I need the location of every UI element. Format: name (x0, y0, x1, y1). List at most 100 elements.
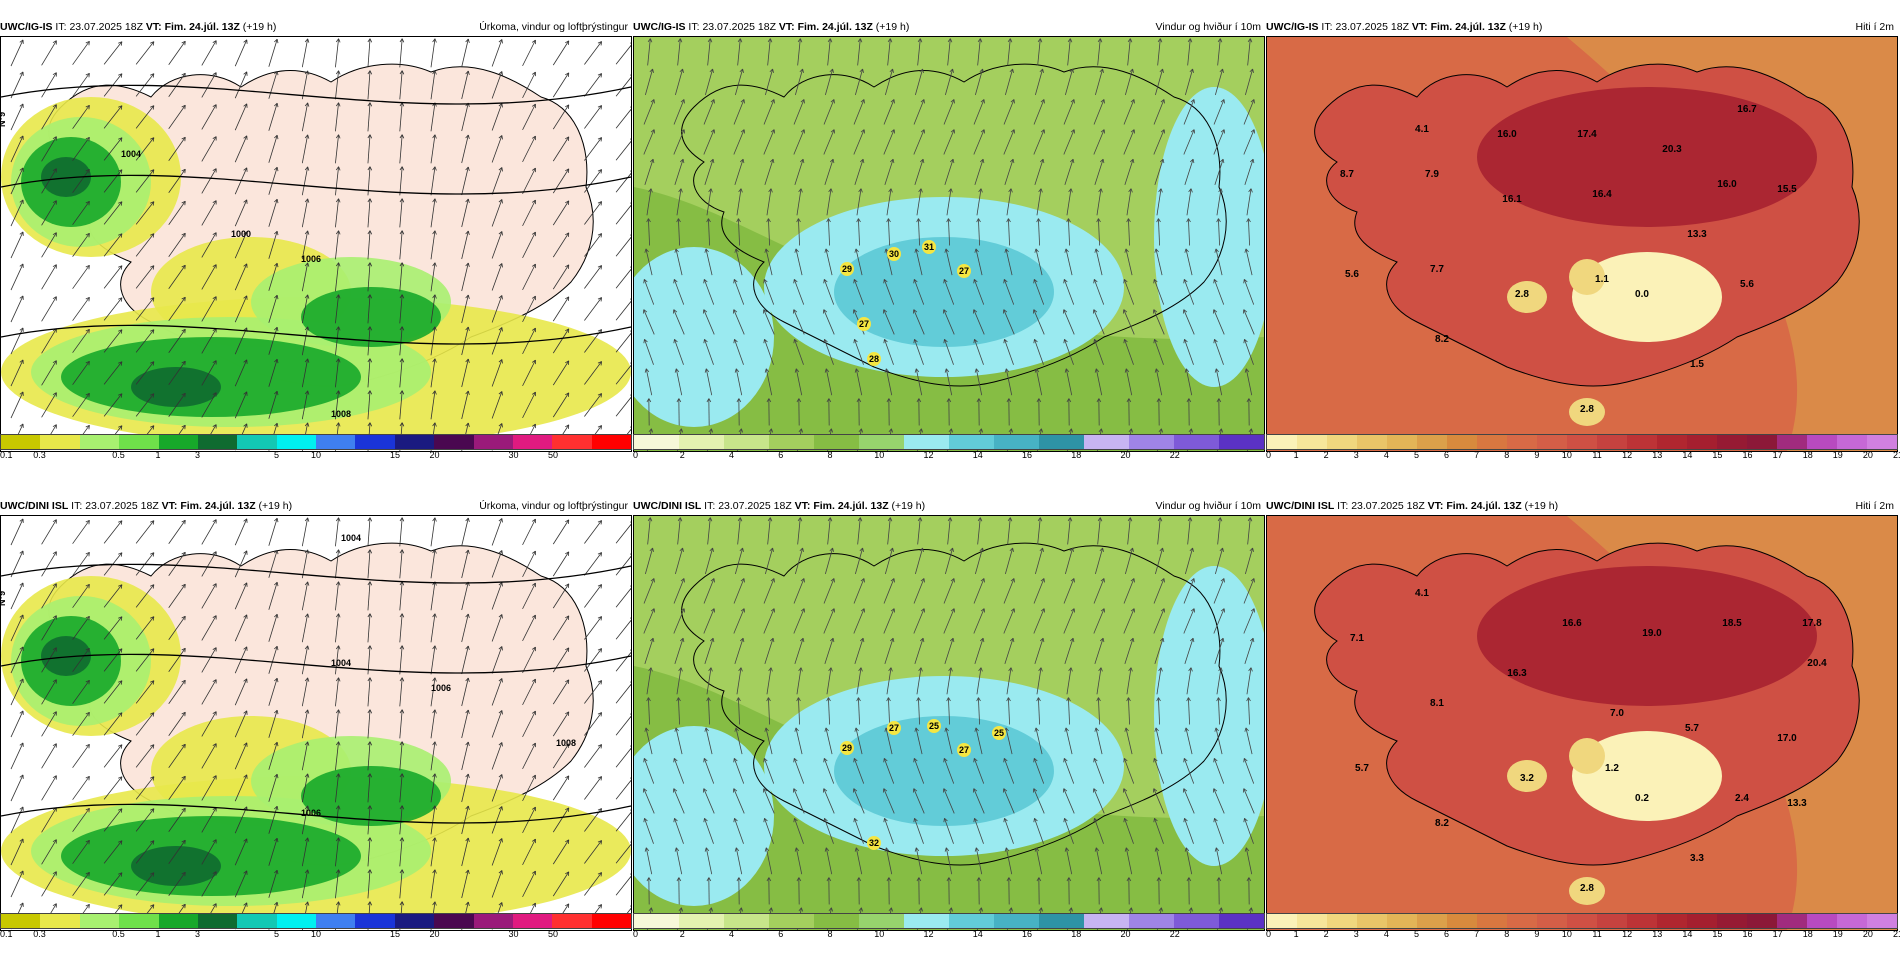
lead-time: (+19 h) (1509, 21, 1543, 33)
temp-value: 2.8 (1515, 289, 1529, 300)
valid-time: Fim. 24.júl. 13Z (1431, 21, 1506, 33)
colorbar-tick: 12 (1622, 450, 1632, 460)
colorbar-cell (1039, 914, 1084, 928)
it-label: IT: (1321, 21, 1332, 33)
colorbar-tick: 6 (1444, 450, 1449, 460)
colorbar-cell (513, 914, 552, 928)
colorbar-cells (1266, 434, 1898, 450)
colorbar-tick: 13 (1652, 450, 1662, 460)
colorbar-tick: 3 (195, 450, 200, 460)
temp-value: 8.2 (1435, 818, 1449, 829)
lead-time: (+19 h) (1525, 500, 1559, 512)
colorbar-tick: 19 (1833, 929, 1843, 939)
temp-value: 17.4 (1577, 129, 1597, 140)
valid-time: Fim. 24.júl. 13Z (165, 21, 240, 33)
colorbar-tick: 21 (1893, 450, 1900, 460)
colorbar-cell (355, 914, 394, 928)
temp-value: 5.6 (1345, 269, 1359, 280)
temp-value: 1.2 (1605, 763, 1619, 774)
colorbar-cell (316, 435, 355, 449)
it-label: IT: (688, 21, 699, 33)
colorbar-cell (1297, 914, 1327, 928)
colorbar-tick: 17 (1773, 929, 1783, 939)
colorbar-cell (1084, 435, 1129, 449)
temp-value: 7.0 (1610, 708, 1624, 719)
colorbar-cell (1084, 914, 1129, 928)
colorbar-tick: 7 (1474, 450, 1479, 460)
it-label: IT: (1337, 500, 1348, 512)
colorbar-tick: 18 (1071, 929, 1081, 939)
colorbar-cell (1687, 435, 1717, 449)
lead-time: (+19 h) (892, 500, 926, 512)
temp-value: 3.2 (1520, 773, 1534, 784)
colorbar-tick: 18 (1803, 450, 1813, 460)
colorbar-tick: 10 (1562, 929, 1572, 939)
colorbar-cell (1357, 435, 1387, 449)
colorbar-cell (949, 914, 994, 928)
gust-value: 29 (842, 743, 852, 753)
panel-title: Hiti í 2m (1855, 18, 1894, 36)
colorbar-tick: 0.5 (112, 450, 125, 460)
temp-value: 2.8 (1580, 883, 1594, 894)
colorbar-tick: 16 (1743, 450, 1753, 460)
temp-value: 7.1 (1350, 633, 1364, 644)
colorbar-tick: 6 (1444, 929, 1449, 939)
colorbar-tick: 10 (874, 450, 884, 460)
temp-value: 13.3 (1687, 229, 1707, 240)
colorbar-cell (1129, 435, 1174, 449)
colorbar-tick: 22 (1170, 929, 1180, 939)
colorbar-ticks: 0123456789101112131415161718192021 (1266, 929, 1898, 941)
colorbar-tick: 16 (1022, 929, 1032, 939)
colorbar-tick: 10 (311, 929, 321, 939)
colorbar-tick: 12 (923, 450, 933, 460)
gust-value: 28 (869, 354, 879, 364)
colorbar-tick: 0.3 (33, 929, 46, 939)
panel-header: UWC/IG-IS IT: 23.07.2025 18Z VT: Fim. 24… (1266, 18, 1898, 36)
colorbar-tick: 12 (1622, 929, 1632, 939)
colorbar-tick: 0 (1266, 450, 1271, 460)
panel-title: Hiti í 2m (1855, 497, 1894, 515)
colorbar-tick: 4 (729, 450, 734, 460)
colorbar-cell (814, 435, 859, 449)
colorbar-cell (859, 435, 904, 449)
temp-value: 16.7 (1737, 104, 1757, 115)
lead-time: (+19 h) (876, 21, 910, 33)
colorbar-tick: 19 (1833, 450, 1843, 460)
valid-time: Fim. 24.júl. 13Z (180, 500, 255, 512)
vt-label: VT: (779, 21, 795, 33)
colorbar-cell (1327, 914, 1357, 928)
colorbar-cell (80, 914, 119, 928)
colorbar-tick: 5 (274, 450, 279, 460)
valid-time: Fim. 24.júl. 13Z (813, 500, 888, 512)
colorbar-tick: 15 (1712, 929, 1722, 939)
colorbar-cell (1327, 435, 1357, 449)
colorbar-cell (1747, 435, 1777, 449)
temp-value: 17.8 (1802, 618, 1822, 629)
colorbar-cell (434, 435, 473, 449)
colorbar-tick: 17 (1773, 450, 1783, 460)
colorbar-tick: 0 (1266, 929, 1271, 939)
wind-area (834, 237, 1054, 347)
colorbar-cell (859, 914, 904, 928)
colorbar-tick: 20 (1863, 929, 1873, 939)
model-name: UWC/DINI ISL (1266, 500, 1334, 512)
panel-wind-row1: UWC/IG-IS IT: 23.07.2025 18Z VT: Fim. 24… (633, 18, 1265, 478)
colorbar-tick: 18 (1803, 929, 1813, 939)
colorbar-cell (1597, 914, 1627, 928)
colorbar-tick: 9 (1534, 929, 1539, 939)
gust-value: 29 (842, 264, 852, 274)
colorbar-cell (119, 435, 158, 449)
temp-value: 16.3 (1507, 668, 1527, 679)
temp-value: 20.4 (1807, 658, 1827, 669)
colorbar-cell (994, 435, 1039, 449)
colorbar-tick: 0.1 (0, 929, 13, 939)
colorbar-tick: 0 (633, 450, 638, 460)
panel-title: Úrkoma, vindur og loftþrýstingur (479, 497, 628, 515)
colorbar-cell (1, 435, 40, 449)
colorbar-cell (1219, 914, 1264, 928)
